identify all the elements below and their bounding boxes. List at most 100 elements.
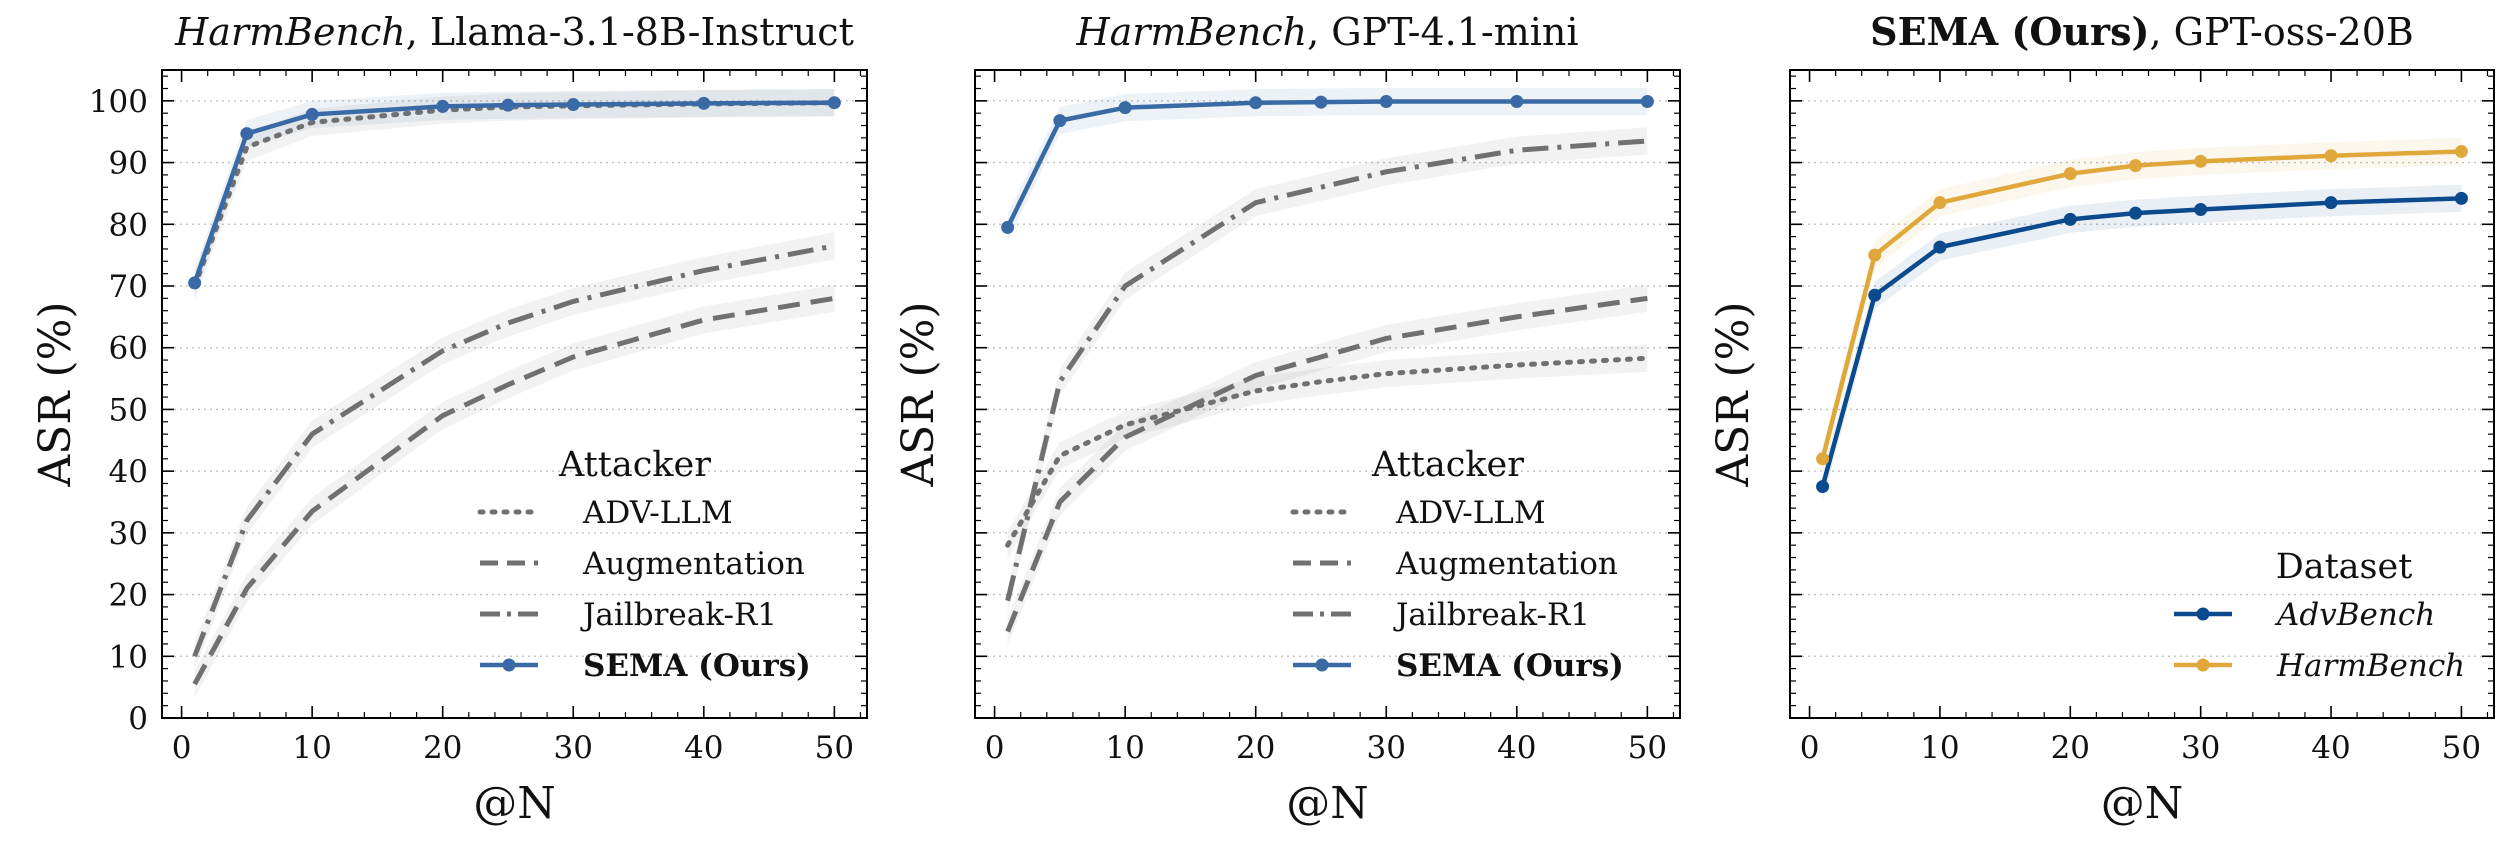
legend-title: Attacker xyxy=(1371,445,1524,485)
legend-label: Jailbreak-R1 xyxy=(1393,597,1590,633)
x-tick-label: 30 xyxy=(2181,730,2220,766)
series-band xyxy=(194,284,835,698)
data-point xyxy=(1314,95,1328,109)
legend-label: Augmentation xyxy=(1395,546,1618,582)
legend-label: ADV-LLM xyxy=(582,495,733,531)
x-tick-label: 20 xyxy=(1236,730,1275,766)
data-point xyxy=(1053,114,1067,128)
series-line xyxy=(1005,138,1648,602)
x-axis-label: @N xyxy=(2101,778,2184,829)
x-axis-label: @N xyxy=(1286,778,1369,829)
legend-label: Jailbreak-R1 xyxy=(580,597,777,633)
legend-title: Dataset xyxy=(2276,547,2413,587)
x-tick-label: 50 xyxy=(815,730,854,766)
legend-label: SEMA (Ours) xyxy=(1396,648,1624,684)
x-tick-label: 40 xyxy=(1497,730,1536,766)
chart-panel-1: 0 10 20 30 40 50 60 70 80 90 100 0 10 20 30 40 50 HarmBen… xyxy=(30,10,868,829)
x-tick-label: 20 xyxy=(423,730,462,766)
data-point xyxy=(436,99,450,113)
data-point xyxy=(1510,94,1524,108)
data-point xyxy=(1933,196,1947,210)
legend: Dataset AdvBench HarmBench xyxy=(2174,547,2465,684)
data-point xyxy=(1933,240,1947,254)
x-tick-label: 30 xyxy=(554,730,593,766)
y-tick-label: 70 xyxy=(109,269,148,305)
y-tick-label: 30 xyxy=(109,516,148,552)
data-point xyxy=(2063,212,2077,226)
axes-frame xyxy=(1789,69,2495,719)
x-axis-label: @N xyxy=(473,778,556,829)
x-tick-label: 0 xyxy=(985,730,1005,766)
data-point xyxy=(2128,159,2142,173)
y-tick-label: 40 xyxy=(109,454,148,490)
series-band xyxy=(194,89,835,300)
x-tick-label: 10 xyxy=(1920,730,1959,766)
data-point xyxy=(2194,202,2208,216)
y-axis-label: ASR (%) xyxy=(893,301,944,487)
axes-frame xyxy=(161,69,868,719)
data-point xyxy=(1816,480,1830,494)
y-tick-label: 10 xyxy=(109,639,148,675)
x-tick-label: 40 xyxy=(2311,730,2350,766)
series-line xyxy=(192,243,835,658)
series-line xyxy=(192,295,835,686)
axes-frame xyxy=(974,69,1681,719)
y-tick-label: 90 xyxy=(109,146,148,182)
data-point xyxy=(1118,101,1132,115)
data-point xyxy=(1868,288,1882,302)
x-tick-label: 50 xyxy=(1628,730,1667,766)
data-point xyxy=(188,276,202,290)
y-axis-label: ASR (%) xyxy=(30,301,81,487)
data-point xyxy=(1868,248,1882,262)
series-band xyxy=(1007,344,1648,559)
legend-label: Augmentation xyxy=(582,546,805,582)
x-tick-label: 10 xyxy=(292,730,331,766)
data-point xyxy=(2454,191,2468,205)
y-tick-label: 20 xyxy=(109,578,148,614)
legend-label: SEMA (Ours) xyxy=(583,648,811,684)
x-tick-label: 30 xyxy=(1367,730,1406,766)
data-point xyxy=(1640,94,1654,108)
y-tick-label: 80 xyxy=(109,207,148,243)
y-tick-label: 100 xyxy=(89,84,148,120)
data-point xyxy=(2454,144,2468,158)
legend-title: Attacker xyxy=(558,445,711,485)
series-line xyxy=(1005,295,1648,633)
series-band xyxy=(1007,127,1648,615)
data-point xyxy=(2063,167,2077,181)
data-point xyxy=(2194,154,2208,168)
legend-label: HarmBench xyxy=(2276,648,2465,684)
chart-title: SEMA (Ours), GPT-oss-20B xyxy=(1870,9,2414,54)
y-axis-label: ASR (%) xyxy=(1708,301,1759,487)
legend-marker xyxy=(2196,658,2210,672)
legend: Attacker ADV-LLM Augmentation Jailbreak-R1 S… xyxy=(477,445,811,684)
x-tick-label: 10 xyxy=(1105,730,1144,766)
series-line xyxy=(1005,355,1650,548)
data-point xyxy=(1816,452,1830,466)
series-line xyxy=(192,100,835,284)
data-point xyxy=(1379,94,1393,108)
series-band xyxy=(194,89,835,297)
data-point xyxy=(1001,220,1015,234)
series-line xyxy=(1820,149,2462,460)
legend: Attacker ADV-LLM Augmentation Jailbreak-R1 S… xyxy=(1290,445,1624,684)
data-point xyxy=(2324,149,2338,163)
chart-panel-2: 0 10 20 30 40 50 HarmBench, GPT-4.1-mini @N ASR … xyxy=(893,10,1681,829)
y-tick-label: 0 xyxy=(128,701,148,737)
data-point xyxy=(697,96,711,110)
x-tick-label: 0 xyxy=(172,730,192,766)
legend-label: ADV-LLM xyxy=(1395,495,1546,531)
series-line xyxy=(1820,196,2462,488)
chart-panel-3: 0 10 20 30 40 50 SEMA (Ours), GPT-oss-20B @N ASR… xyxy=(1708,9,2495,829)
series-band xyxy=(1007,284,1648,646)
legend-marker xyxy=(2196,607,2210,621)
legend-label: AdvBench xyxy=(2274,597,2435,633)
data-point xyxy=(2324,196,2338,210)
x-tick-label: 20 xyxy=(2051,730,2090,766)
data-point xyxy=(501,98,515,112)
x-tick-label: 0 xyxy=(1800,730,1820,766)
legend-marker xyxy=(502,658,516,672)
series-line xyxy=(1005,99,1648,229)
y-tick-label: 60 xyxy=(109,331,148,367)
